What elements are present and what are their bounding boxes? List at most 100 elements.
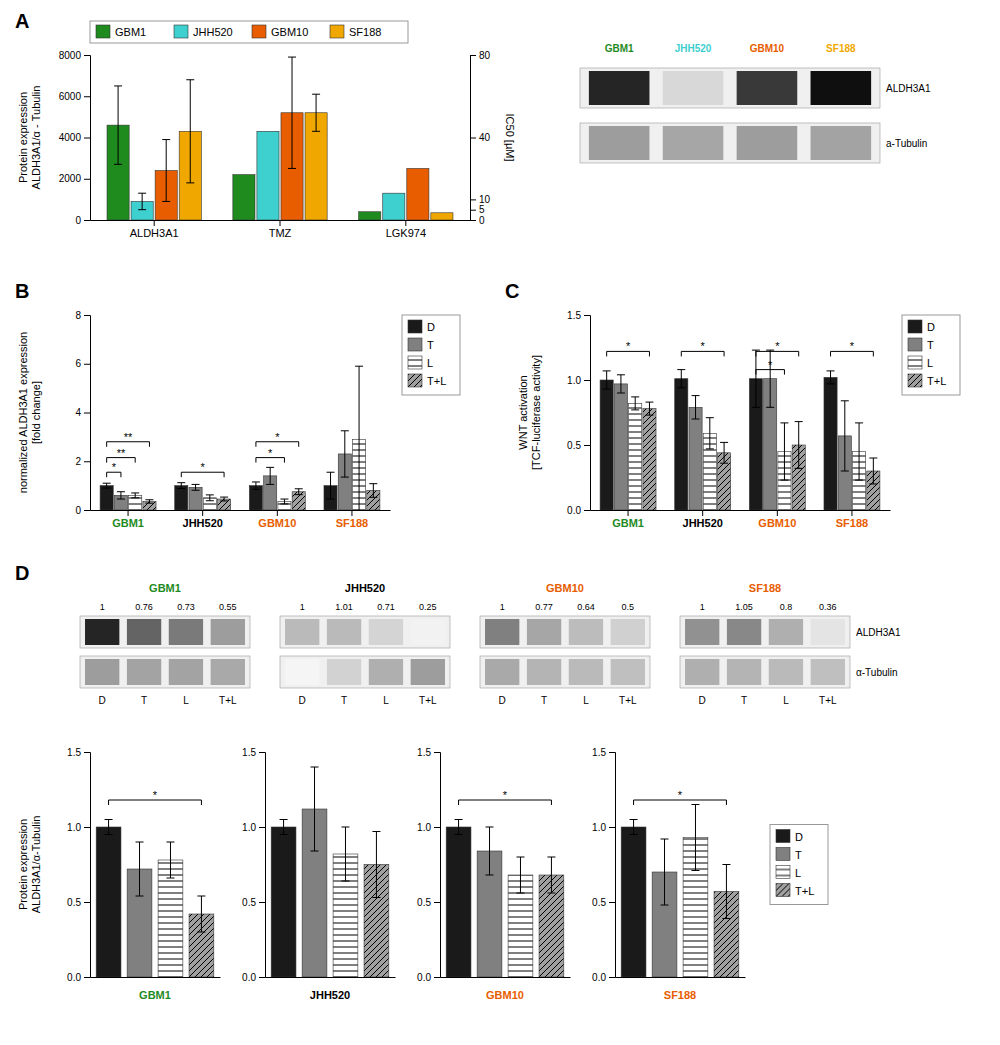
band	[369, 619, 403, 645]
tick-mark	[84, 977, 90, 978]
bar-chart-facet: 0.00.51.01.5JHH520	[242, 747, 395, 1001]
error-bar	[136, 842, 144, 896]
blot-box	[680, 616, 850, 648]
bar	[407, 168, 429, 220]
tick: 4	[75, 407, 90, 418]
tick-mark	[128, 510, 129, 516]
lane-label: D	[99, 695, 106, 706]
error-bar-line	[645, 402, 653, 415]
plot-area	[100, 366, 380, 510]
band	[169, 659, 203, 685]
tick: GBM10	[258, 510, 296, 529]
error-bar-line	[295, 489, 303, 495]
bar	[824, 377, 837, 510]
error-bar	[630, 820, 638, 835]
error-bar-line	[117, 492, 125, 499]
tick-label: 0.0	[242, 972, 256, 983]
error-bar	[372, 832, 380, 898]
error-bar	[103, 483, 111, 488]
blot-title: GBM10	[546, 582, 584, 594]
tick-label: 0.0	[67, 972, 81, 983]
error-bar-line	[780, 423, 788, 480]
lane-label: SF188	[826, 43, 856, 54]
tick: SF188	[836, 510, 868, 529]
tick-label: 0	[75, 215, 81, 226]
error-bar-line	[206, 495, 214, 501]
axis-line	[609, 753, 616, 978]
lane-label: D	[499, 695, 506, 706]
axis-line	[434, 753, 441, 978]
tick-label: SF188	[336, 517, 368, 529]
tick-mark	[351, 510, 352, 516]
legend-label: JHH520	[193, 26, 233, 38]
tick-mark	[584, 510, 590, 511]
error-bar	[706, 418, 714, 449]
error-bar	[280, 499, 288, 504]
row-label: ALDH3A1	[856, 627, 901, 638]
tick-mark	[851, 510, 852, 516]
tick-label: 8000	[59, 50, 82, 61]
error-bar-line	[631, 397, 639, 410]
tick: 1.5	[417, 747, 440, 758]
tick-mark	[84, 96, 90, 97]
lane-label: T	[141, 695, 147, 706]
bar	[359, 212, 381, 220]
axis-title-line: Protein expression	[17, 92, 29, 183]
legend-swatch	[908, 320, 922, 333]
error-bar	[117, 492, 125, 499]
legend-frame	[90, 21, 408, 43]
blot-box	[480, 656, 650, 688]
tick: 8	[75, 310, 90, 321]
legend-swatch	[776, 866, 790, 879]
legend-frame	[902, 315, 960, 395]
legend-swatch	[252, 25, 266, 38]
error-bar	[192, 484, 200, 490]
tick: 0	[75, 505, 90, 516]
tick-mark	[470, 138, 476, 139]
tick: 1.0	[567, 375, 590, 386]
error-bar	[162, 140, 170, 202]
band	[769, 659, 803, 685]
tick: SF188	[336, 510, 368, 529]
lane-label: T	[341, 695, 347, 706]
bar	[621, 827, 646, 977]
error-bar	[252, 482, 260, 489]
tick: 0.5	[592, 897, 615, 908]
axis-line	[91, 510, 391, 511]
error-bar-line	[136, 842, 144, 896]
figure: 0200040006000800005104080IC50 [µM]ALDH3A…	[0, 0, 1000, 1045]
error-bar-line	[372, 832, 380, 898]
error-bar	[105, 820, 113, 835]
legend: DTLT+L	[902, 315, 960, 395]
band	[737, 71, 798, 105]
error-bar-line	[311, 767, 319, 851]
tick-label: ALDH3A1	[130, 227, 179, 239]
tick: GBM1	[112, 510, 144, 529]
error-bar-line	[114, 86, 122, 164]
tick-mark	[470, 55, 476, 56]
significance-label: *	[201, 461, 206, 473]
error-bar	[327, 472, 335, 499]
band	[727, 659, 761, 685]
axis-line	[84, 316, 91, 511]
bar-chart: 0.00.51.01.5GBM1JHH520GBM10SF188WNT acti…	[517, 310, 891, 529]
error-bar-line	[145, 500, 153, 503]
band	[811, 71, 872, 105]
tick-mark	[628, 510, 629, 516]
error-bar	[312, 94, 320, 131]
axis-line	[591, 510, 891, 511]
error-bar-line	[369, 484, 377, 498]
tick-label: 0	[75, 505, 81, 516]
significance-label: *	[768, 359, 773, 371]
tick-label: GBM1	[112, 517, 144, 529]
axis-title-line: normalized ALDH3A1 expression	[17, 332, 29, 493]
tick: 1.0	[417, 822, 440, 833]
tick-mark	[84, 752, 90, 753]
band	[369, 659, 403, 685]
bar	[446, 827, 471, 977]
error-bar	[220, 497, 228, 501]
y-axis: 0.00.51.01.5	[417, 747, 440, 983]
axis-line	[259, 753, 266, 978]
tick-label: 2000	[59, 173, 82, 184]
error-bar-line	[162, 140, 170, 202]
